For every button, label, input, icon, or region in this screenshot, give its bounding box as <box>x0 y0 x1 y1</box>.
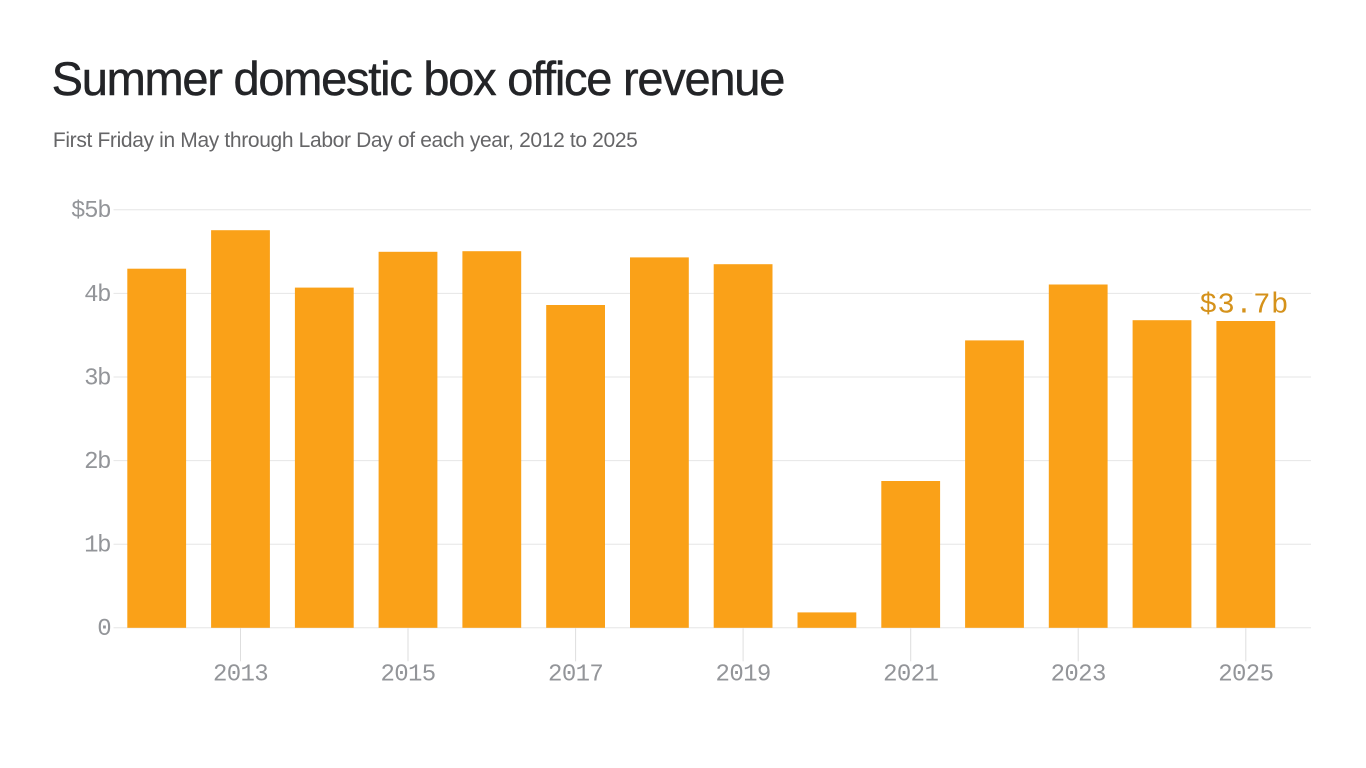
svg-text:4b: 4b <box>84 282 110 309</box>
svg-text:3b: 3b <box>84 365 110 392</box>
svg-text:2021: 2021 <box>883 662 938 689</box>
svg-text:First Friday in May through La: First Friday in May through Labor Day of… <box>53 129 638 152</box>
svg-text:2015: 2015 <box>380 662 435 689</box>
svg-text:0: 0 <box>97 616 110 643</box>
svg-text:2b: 2b <box>84 449 110 476</box>
svg-text:$5b: $5b <box>71 198 110 225</box>
svg-text:2017: 2017 <box>548 662 603 689</box>
svg-text:2013: 2013 <box>213 662 268 689</box>
svg-text:Summer domestic box office rev: Summer domestic box office revenue <box>52 52 785 105</box>
svg-text:1b: 1b <box>84 533 110 560</box>
svg-text:2019: 2019 <box>716 662 771 689</box>
svg-text:$3.7b: $3.7b <box>1199 289 1289 322</box>
svg-text:2025: 2025 <box>1218 662 1273 689</box>
svg-text:2023: 2023 <box>1051 662 1106 689</box>
